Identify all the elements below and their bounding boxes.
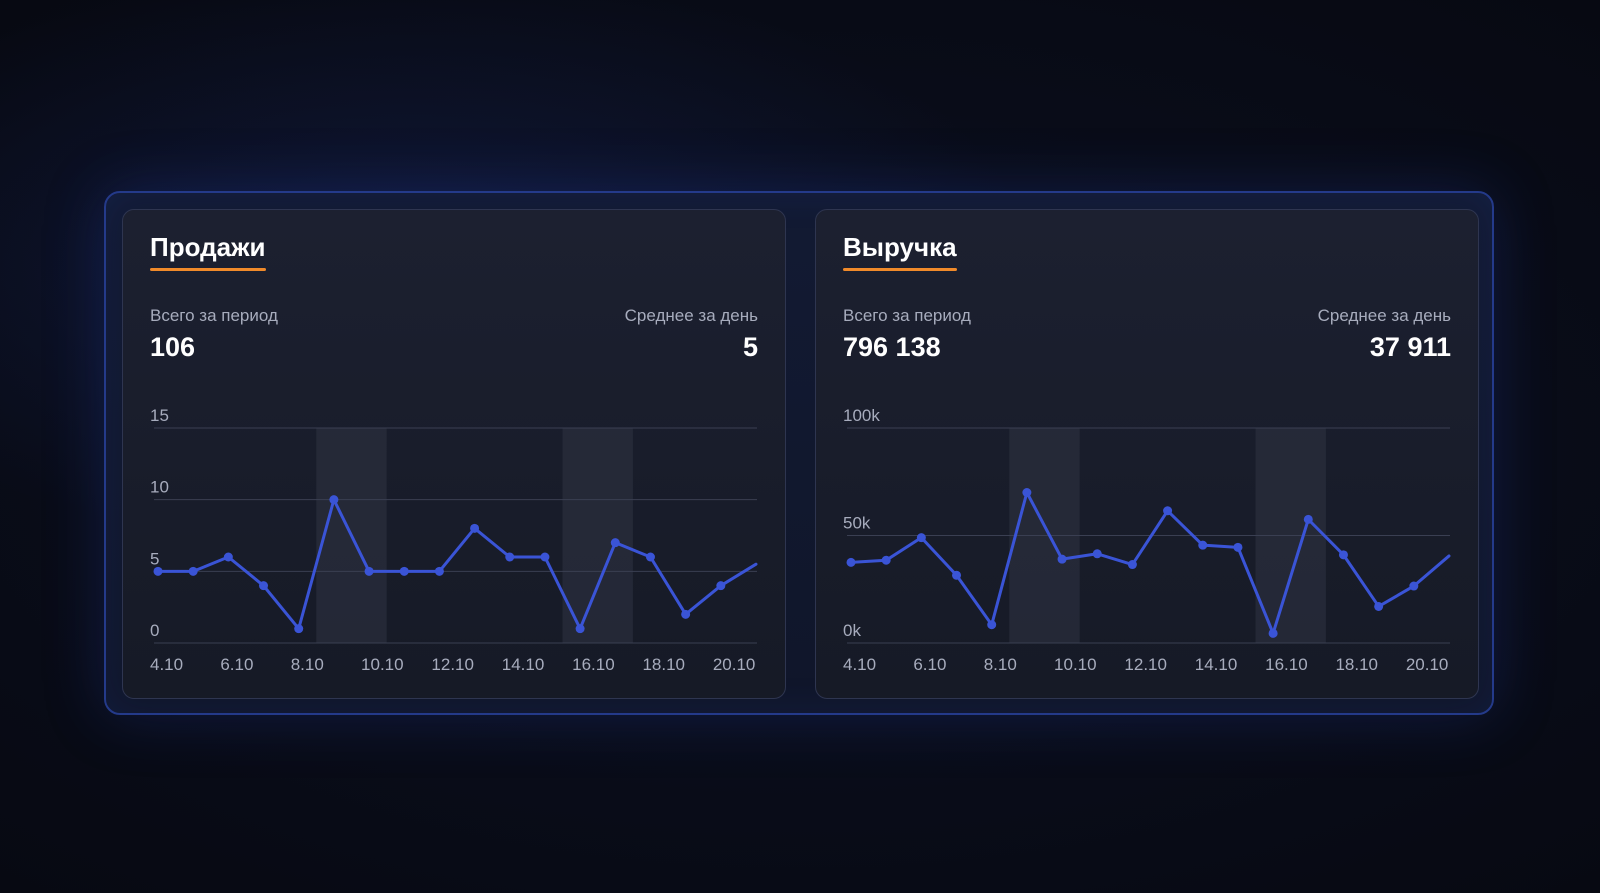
data-point <box>1374 601 1384 611</box>
revenue-card: Выручка Всего за период 796 138 Среднее … <box>815 209 1479 699</box>
y-tick-label: 10 <box>150 478 169 497</box>
title-underline <box>843 268 957 271</box>
x-tick-label: 16.10 <box>1265 655 1308 674</box>
data-point <box>188 566 198 576</box>
data-point <box>329 495 339 505</box>
sales-card-title: Продажи <box>150 232 266 271</box>
data-point <box>505 552 515 562</box>
data-point <box>645 552 655 562</box>
data-point <box>364 566 374 576</box>
sales-total-value: 106 <box>150 332 196 362</box>
revenue-title-text: Выручка <box>843 232 957 262</box>
revenue-card-title: Выручка <box>843 232 957 271</box>
data-point <box>1092 549 1102 559</box>
y-tick-label: 0k <box>843 621 861 640</box>
data-point <box>1409 581 1419 591</box>
sales-average-label: Среднее за день <box>624 306 758 325</box>
x-tick-label: 4.10 <box>150 655 183 674</box>
x-tick-label: 12.10 <box>431 655 474 674</box>
data-point <box>294 624 304 634</box>
x-tick-label: 4.10 <box>843 655 876 674</box>
data-point <box>952 570 962 580</box>
revenue-line-chart: 0k 50k 100k 4.10 6.10 8.10 10.10 12.10 14.10 16.1… <box>843 406 1451 674</box>
data-point <box>1338 550 1348 560</box>
data-point <box>153 566 163 576</box>
data-point <box>399 566 409 576</box>
y-tick-label: 15 <box>150 406 169 425</box>
x-tick-label: 16.10 <box>572 655 615 674</box>
y-tick-label: 5 <box>150 549 159 568</box>
data-point <box>1303 514 1313 524</box>
x-tick-label: 14.10 <box>1195 655 1238 674</box>
data-point <box>987 620 997 630</box>
x-tick-label: 18.10 <box>642 655 685 674</box>
y-tick-label: 50k <box>843 514 871 533</box>
x-tick-label: 18.10 <box>1335 655 1378 674</box>
x-tick-label: 8.10 <box>984 655 1017 674</box>
x-tick-label: 10.10 <box>361 655 404 674</box>
data-point <box>1233 542 1243 552</box>
revenue-average-label: Среднее за день <box>1317 306 1451 325</box>
x-tick-label: 10.10 <box>1054 655 1097 674</box>
y-tick-label: 0 <box>150 621 159 640</box>
y-tick-label: 100k <box>843 406 880 425</box>
sales-total-label: Всего за период <box>150 306 278 325</box>
revenue-total-label: Всего за период <box>843 306 971 325</box>
data-point <box>1057 554 1067 564</box>
sales-line-chart: 0 5 10 15 4.10 6.10 8.10 10.10 12.10 14.10 16.10 18… <box>150 406 758 674</box>
data-point <box>1127 560 1137 570</box>
data-point <box>1022 488 1032 497</box>
series-line <box>849 491 1451 635</box>
x-tick-label: 12.10 <box>1124 655 1167 674</box>
data-point <box>575 624 585 634</box>
title-underline <box>150 268 266 271</box>
x-tick-label: 6.10 <box>913 655 946 674</box>
data-point <box>846 557 856 567</box>
x-tick-label: 14.10 <box>502 655 545 674</box>
data-point <box>1163 506 1173 516</box>
data-point <box>540 552 550 562</box>
x-tick-label: 20.10 <box>713 655 756 674</box>
sales-card: Продажи Всего за период 106 Среднее за д… <box>122 209 786 699</box>
sales-average-value: 5 <box>742 332 758 362</box>
data-point <box>881 555 891 565</box>
revenue-total-value: 796 138 <box>843 332 941 362</box>
x-tick-label: 6.10 <box>220 655 253 674</box>
data-point <box>681 609 691 619</box>
sales-title-text: Продажи <box>150 232 266 262</box>
data-point <box>259 581 269 591</box>
weekend-highlight-band <box>562 428 633 643</box>
data-point <box>223 552 233 562</box>
data-point <box>716 581 726 591</box>
x-tick-label: 8.10 <box>291 655 324 674</box>
series-line <box>156 498 758 631</box>
data-point <box>916 533 926 543</box>
data-point <box>610 538 620 548</box>
x-tick-label: 20.10 <box>1406 655 1449 674</box>
data-point <box>470 523 480 533</box>
data-point <box>1268 628 1278 638</box>
data-point <box>434 566 444 576</box>
data-point <box>1198 540 1208 550</box>
revenue-average-value: 37 911 <box>1369 332 1451 362</box>
